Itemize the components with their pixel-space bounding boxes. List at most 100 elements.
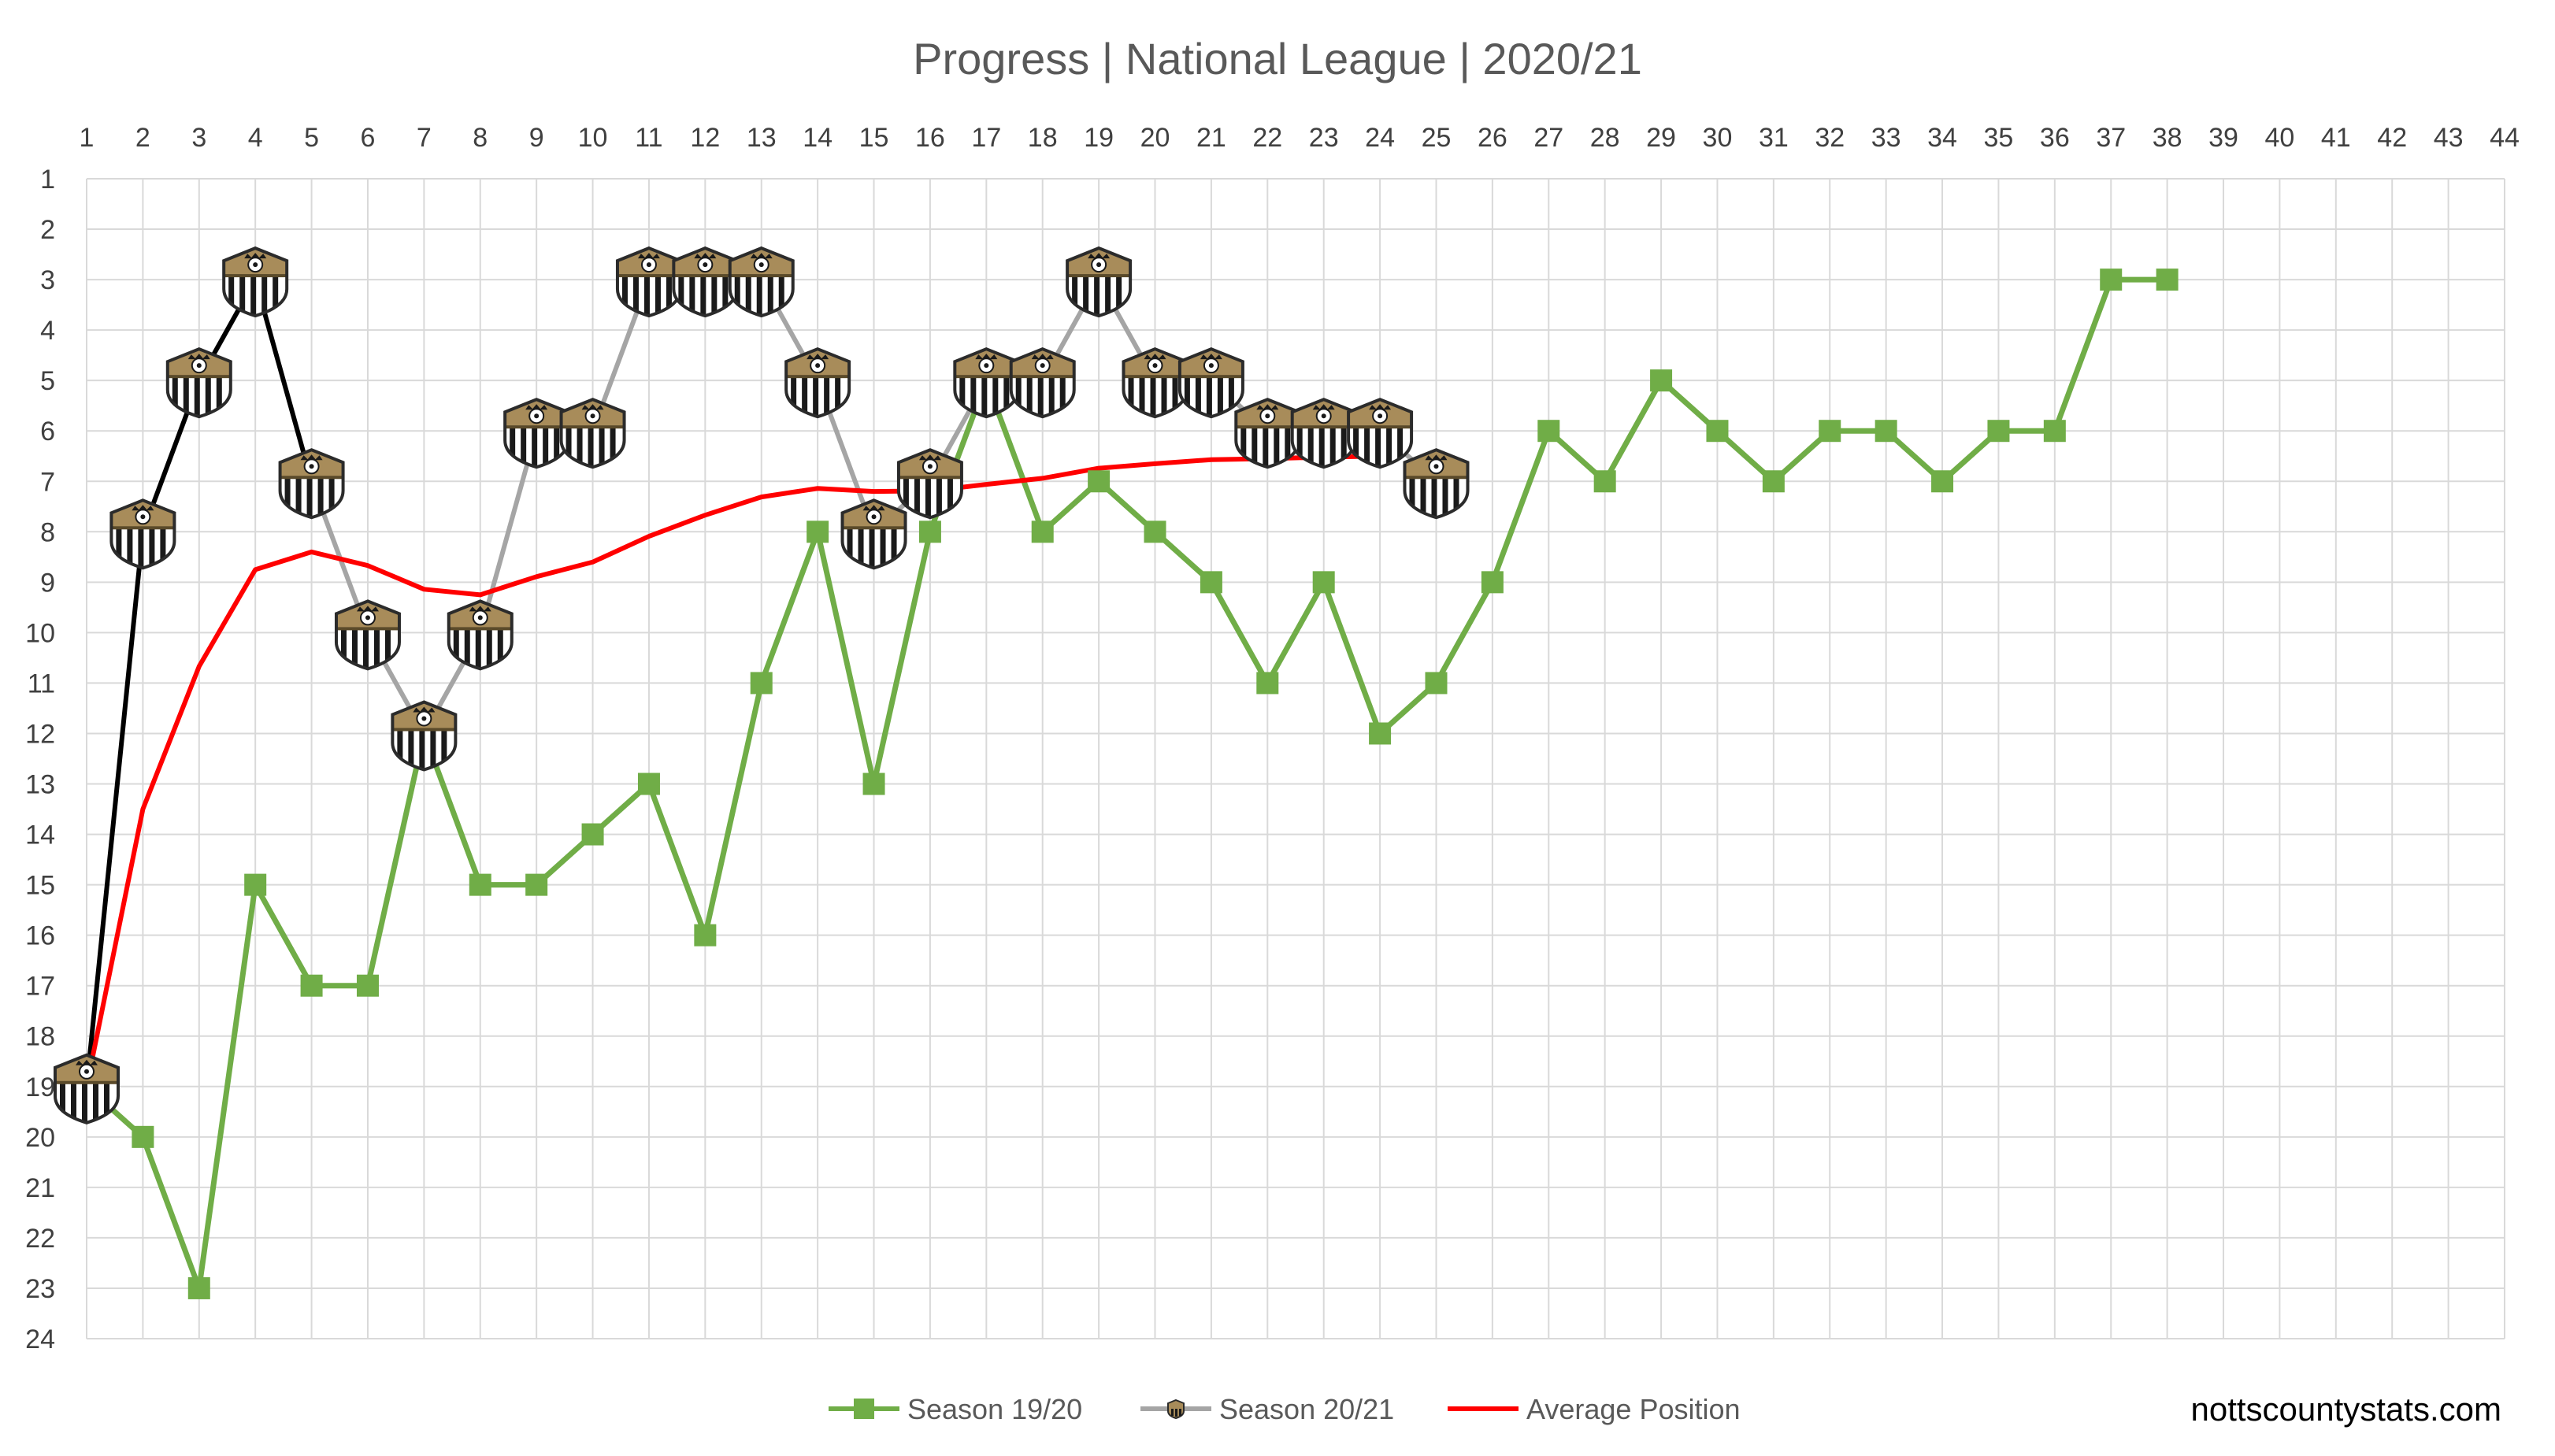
data-point-season-20-21	[730, 248, 793, 319]
x-tick-label: 37	[2096, 123, 2126, 153]
data-point-season-19-20	[1312, 571, 1335, 594]
legend-item-average-position: Average Position	[1448, 1393, 1741, 1425]
data-point-season-19-20	[356, 974, 379, 997]
x-tick-label: 22	[1252, 123, 1282, 153]
y-tick-label: 19	[25, 1073, 55, 1102]
x-tick-label: 16	[915, 123, 945, 153]
x-tick-label: 18	[1028, 123, 1058, 153]
x-tick-label: 13	[747, 123, 777, 153]
y-tick-label: 21	[25, 1173, 55, 1203]
x-tick-label: 19	[1084, 123, 1114, 153]
data-point-season-19-20	[862, 772, 885, 795]
data-point-season-20-21	[955, 349, 1018, 420]
x-tick-label: 6	[361, 123, 376, 153]
y-tick-label: 14	[25, 821, 55, 850]
data-point-season-19-20	[2156, 269, 2179, 291]
x-tick-label: 41	[2321, 123, 2351, 153]
data-point-season-20-21	[168, 349, 231, 420]
y-tick-label: 16	[25, 921, 55, 951]
x-tick-label: 29	[1646, 123, 1676, 153]
credit-text: nottscountystats.com	[2190, 1391, 2501, 1428]
data-point-season-19-20	[1200, 571, 1222, 594]
y-tick-label: 1	[40, 165, 55, 195]
data-point-season-19-20	[1931, 470, 1954, 493]
y-tick-label: 2	[40, 215, 55, 245]
data-point-season-19-20	[1369, 722, 1392, 745]
data-point-season-19-20	[1088, 470, 1111, 493]
data-point-season-20-21	[617, 248, 680, 319]
data-point-season-20-21	[1180, 349, 1243, 420]
legend-label-average-position: Average Position	[1526, 1393, 1741, 1425]
legend-item-season-20-21: Season 20/21	[1140, 1393, 1394, 1425]
y-tick-label: 6	[40, 417, 55, 446]
x-tick-label: 2	[135, 123, 150, 153]
y-tick-label: 24	[25, 1324, 55, 1354]
y-tick-label: 4	[40, 316, 55, 346]
data-point-season-19-20	[1256, 672, 1279, 695]
x-tick-label: 17	[971, 123, 1001, 153]
y-tick-label: 15	[25, 871, 55, 901]
data-point-season-19-20	[1593, 470, 1616, 493]
data-point-season-20-21	[1067, 248, 1130, 319]
x-tick-label: 25	[1422, 123, 1452, 153]
data-point-season-19-20	[1706, 420, 1729, 443]
data-point-season-20-21	[336, 601, 399, 672]
data-point-season-19-20	[918, 521, 941, 543]
data-point-season-20-21	[55, 1055, 118, 1126]
data-point-season-19-20	[525, 873, 548, 896]
data-point-season-20-21	[505, 399, 568, 470]
data-point-season-19-20	[244, 873, 267, 896]
data-point-season-20-21	[224, 248, 287, 319]
x-tick-label: 39	[2208, 123, 2238, 153]
data-point-season-20-21	[280, 450, 343, 521]
data-point-season-20-21	[843, 500, 906, 571]
data-point-season-19-20	[637, 772, 660, 795]
x-tick-label: 44	[2490, 123, 2520, 153]
data-point-season-20-21	[899, 450, 962, 521]
x-tick-label: 11	[635, 123, 662, 153]
data-point-season-19-20	[132, 1125, 154, 1148]
data-point-season-19-20	[694, 924, 717, 947]
data-point-season-19-20	[1481, 571, 1504, 594]
data-point-season-20-21	[562, 399, 625, 470]
x-tick-label: 42	[2377, 123, 2407, 153]
x-tick-label: 10	[578, 123, 608, 153]
data-point-season-19-20	[300, 974, 323, 997]
x-tick-label: 30	[1703, 123, 1733, 153]
x-tick-label: 1	[80, 123, 95, 153]
data-point-season-20-21	[786, 349, 849, 420]
legend-label-season-20-21: Season 20/21	[1219, 1393, 1394, 1425]
data-point-season-19-20	[1031, 521, 1054, 543]
x-tick-label: 20	[1140, 123, 1170, 153]
data-point-season-19-20	[1425, 672, 1448, 695]
x-tick-label: 4	[248, 123, 263, 153]
data-point-season-19-20	[2100, 269, 2123, 291]
y-tick-label: 22	[25, 1224, 55, 1254]
data-point-season-20-21	[673, 248, 736, 319]
data-point-season-20-21	[1404, 450, 1467, 521]
data-point-season-19-20	[1875, 420, 1897, 443]
x-tick-label: 8	[473, 123, 488, 153]
data-point-season-19-20	[807, 521, 829, 543]
data-point-season-19-20	[1144, 521, 1166, 543]
series-line-average-position	[84, 454, 1381, 1087]
x-tick-label: 40	[2265, 123, 2295, 153]
y-tick-label: 8	[40, 517, 55, 547]
x-tick-label: 15	[859, 123, 889, 153]
y-tick-label: 17	[25, 972, 55, 1002]
x-tick-label: 5	[304, 123, 319, 153]
x-tick-label: 36	[2040, 123, 2070, 153]
legend: Season 19/20 Season 20/21 Average Positi…	[829, 1393, 1741, 1425]
data-point-season-19-20	[750, 672, 773, 695]
data-point-season-19-20	[1537, 420, 1560, 443]
data-point-season-20-21	[449, 601, 512, 672]
data-point-season-19-20	[1650, 369, 1673, 392]
x-tick-label: 3	[191, 123, 206, 153]
x-tick-label: 38	[2153, 123, 2182, 153]
y-tick-label: 5	[40, 366, 55, 396]
x-tick-label: 7	[417, 123, 432, 153]
x-tick-label: 34	[1927, 123, 1957, 153]
y-tick-label: 11	[28, 669, 55, 698]
